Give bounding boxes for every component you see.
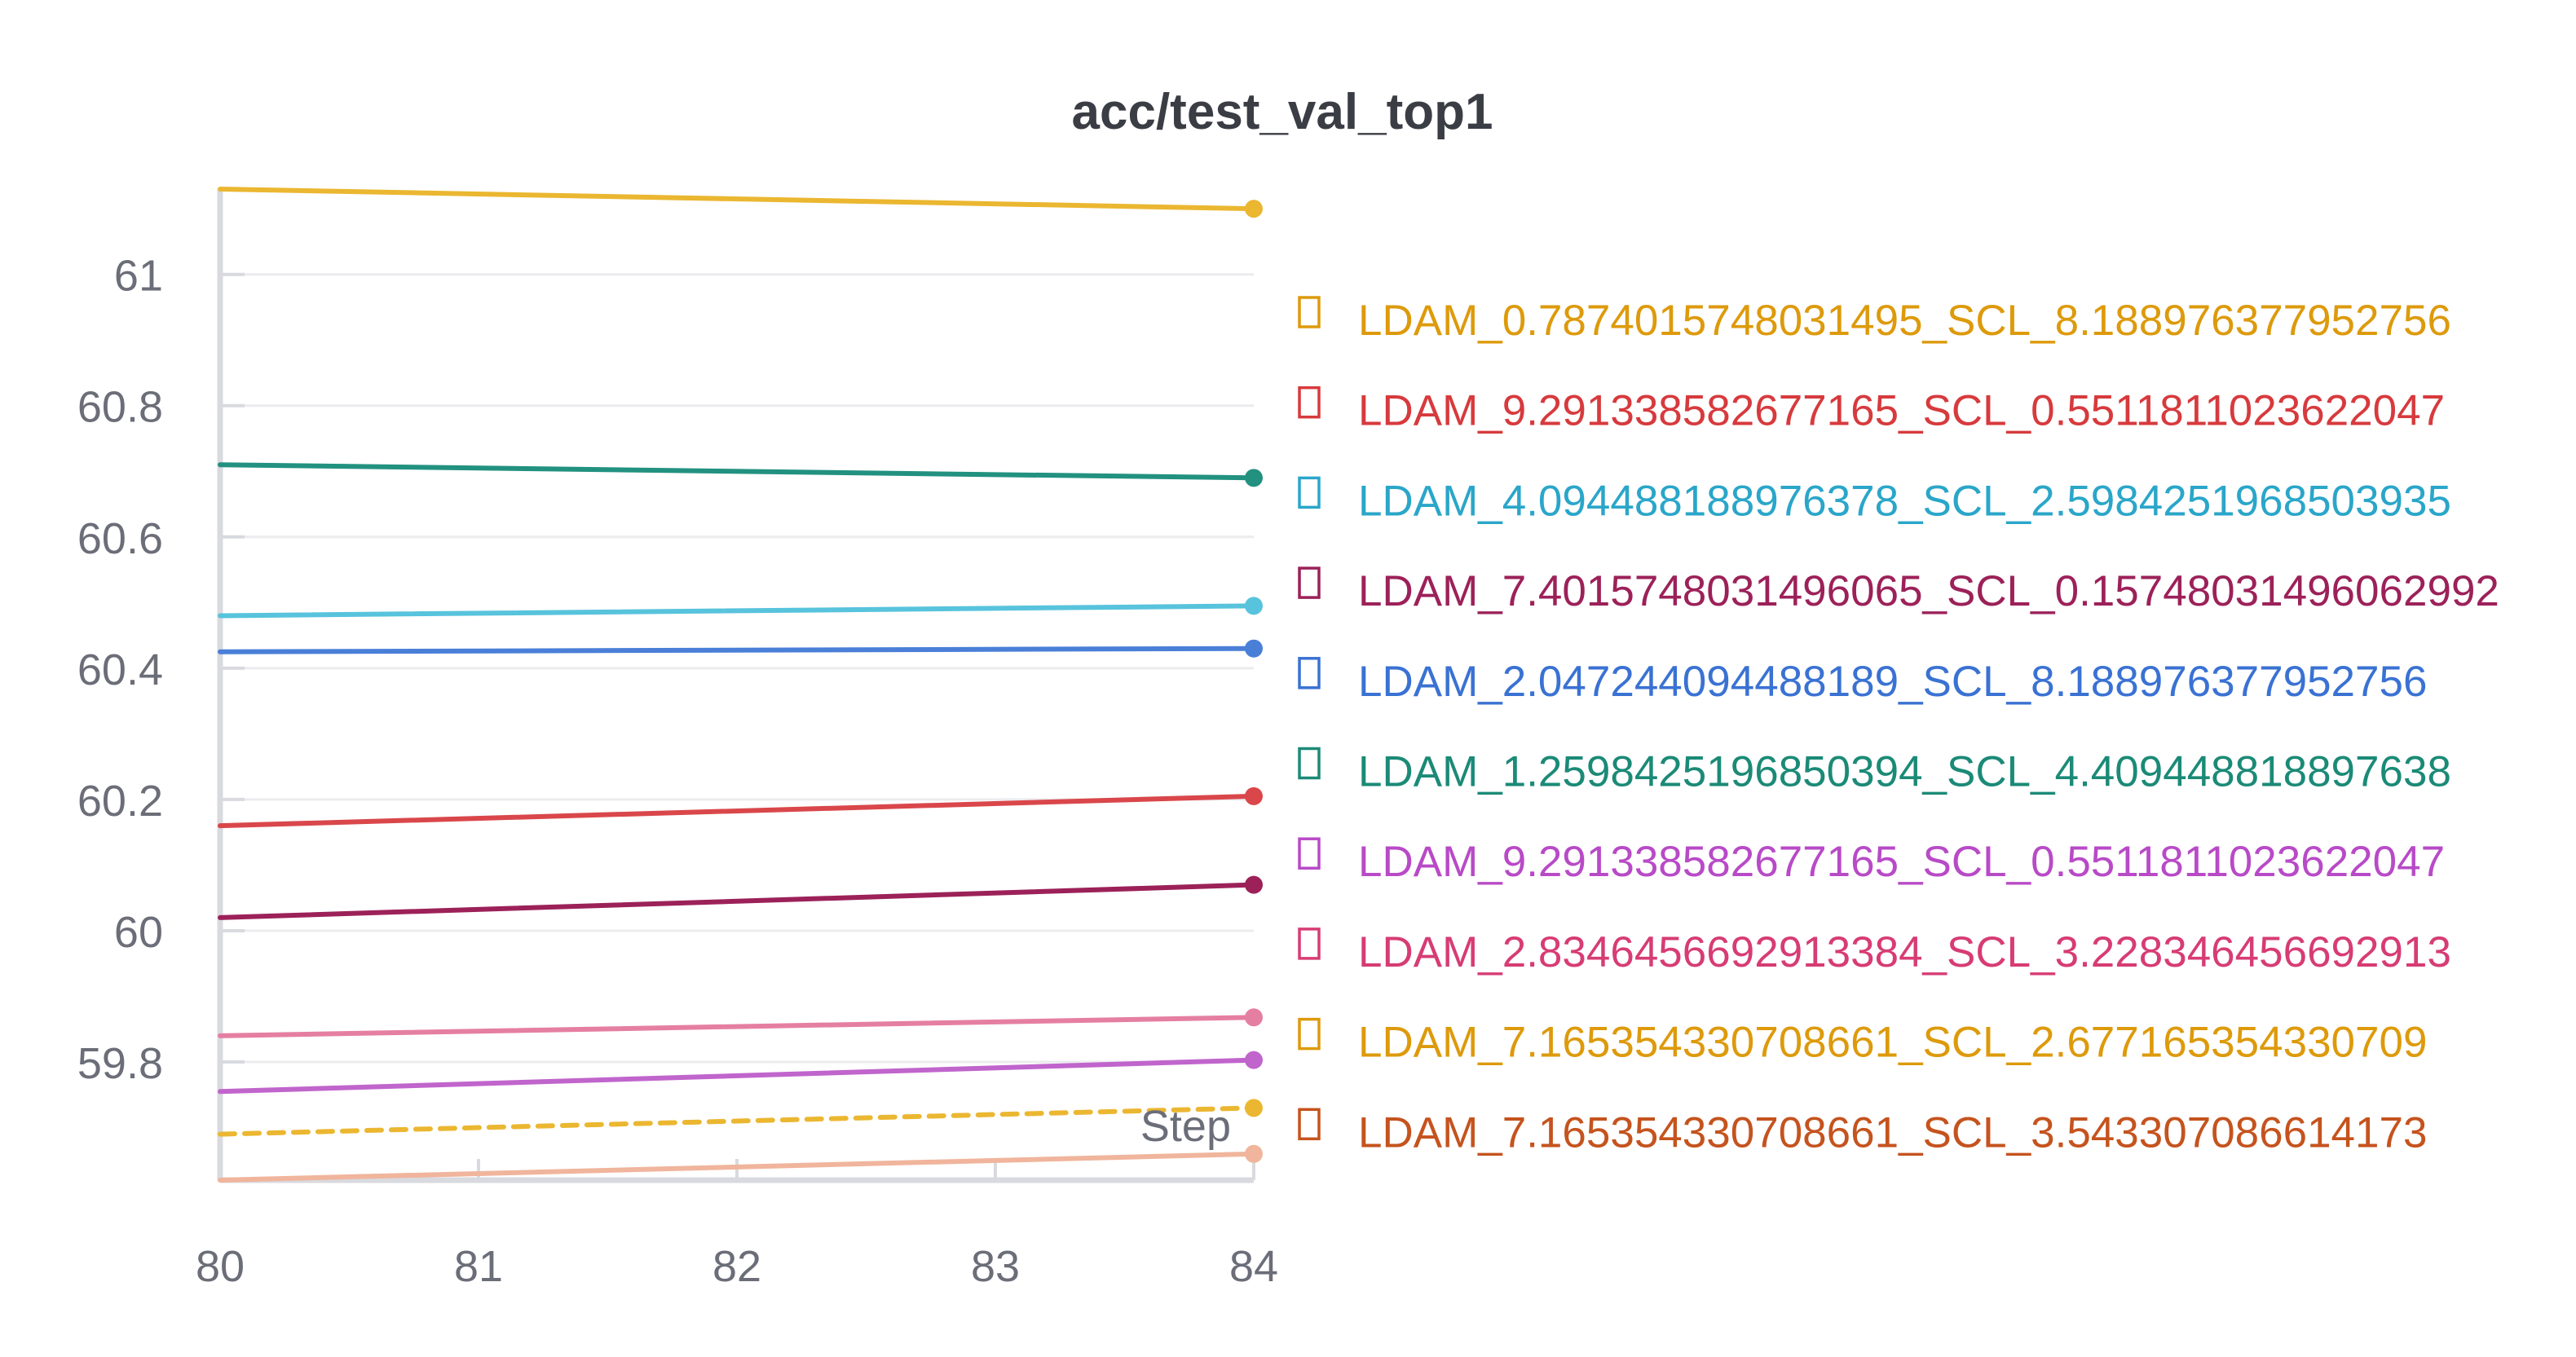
series-line-6 [218, 462, 1256, 481]
legend-label-4: LDAM_7.4015748031496065_SCL_0.1574803149… [1358, 567, 2499, 615]
legend-swatch-2 [1298, 386, 1321, 419]
legend-label-1: LDAM_0.7874015748031495_SCL_8.1889763779… [1358, 297, 2451, 345]
x-tick-label: 80 [196, 1242, 245, 1291]
series-line-3 [218, 603, 1256, 619]
series-end-point-7 [1245, 1051, 1263, 1069]
series-line-7 [218, 1057, 1256, 1095]
series-line-9 [218, 1105, 1256, 1137]
series-line-1 [218, 187, 1256, 212]
series-line-5 [218, 645, 1256, 654]
series-end-point-3 [1245, 597, 1263, 615]
x-tick-label: 83 [971, 1242, 1020, 1291]
legend-swatch-9 [1298, 1017, 1321, 1051]
x-axis-label: Step [1140, 1102, 1231, 1151]
y-tick-label: 60.2 [77, 777, 163, 826]
x-tick-label: 84 [1229, 1242, 1278, 1291]
legend-label-9: LDAM_7.165354330708661_SCL_2.67716535433… [1358, 1019, 2427, 1067]
legend-label-2: LDAM_9.291338582677165_SCL_0.55118110236… [1358, 387, 2445, 435]
legend-swatch-7 [1298, 837, 1321, 870]
legend-label-8: LDAM_2.8346456692913384_SCL_3.2283464566… [1358, 928, 2451, 976]
series-line-10 [218, 1151, 1256, 1183]
series-end-point-4 [1245, 875, 1263, 894]
series-end-point-10 [1245, 1144, 1263, 1163]
legend-swatch-6 [1298, 747, 1321, 780]
series-end-point-8 [1245, 1008, 1263, 1027]
legend-swatch-10 [1298, 1108, 1321, 1141]
series-end-point-1 [1245, 200, 1263, 218]
grid-lines [220, 273, 1254, 1064]
legend-label-7: LDAM_9.291338582677165_SCL_0.55118110236… [1358, 838, 2445, 886]
y-tick-label: 60.4 [77, 645, 163, 694]
y-tick-label: 60.8 [77, 383, 163, 432]
legend-label-10: LDAM_7.165354330708661_SCL_3.54330708661… [1358, 1108, 2427, 1157]
series-line-8 [218, 1015, 1256, 1038]
series-lines [218, 187, 1263, 1183]
legend-swatch-4 [1298, 566, 1321, 599]
series-line-4 [218, 882, 1256, 920]
legend-label-6: LDAM_1.2598425196850394_SCL_4.4094488188… [1358, 748, 2451, 796]
y-tick-label: 59.8 [77, 1039, 163, 1088]
chart-title: acc/test_val_top1 [1072, 84, 1493, 140]
legend-label-5: LDAM_2.047244094488189_SCL_8.18897637795… [1358, 658, 2427, 706]
x-tick-label: 81 [454, 1242, 503, 1291]
legend: LDAM_0.7874015748031495_SCL_8.1889763779… [1298, 296, 2499, 1157]
series-end-point-2 [1245, 786, 1263, 805]
series-end-point-5 [1245, 639, 1263, 658]
legend-label-3: LDAM_4.094488188976378_SCL_2.59842519685… [1358, 477, 2451, 525]
series-line-2 [218, 793, 1256, 829]
legend-swatch-1 [1298, 296, 1321, 328]
legend-swatch-3 [1298, 476, 1321, 509]
axes: 59.8 60 60.2 60.4 60.6 60.8 61 80 81 82 83 84 [77, 189, 1278, 1291]
y-tick-label: 60.6 [77, 514, 163, 563]
legend-swatch-5 [1298, 657, 1321, 690]
y-tick-label: 61 [114, 252, 163, 301]
series-end-point-9 [1245, 1099, 1263, 1117]
series-end-point-6 [1245, 469, 1263, 487]
legend-swatch-8 [1298, 927, 1321, 960]
x-tick-label: 82 [712, 1242, 761, 1291]
y-tick-label: 60 [114, 908, 163, 957]
